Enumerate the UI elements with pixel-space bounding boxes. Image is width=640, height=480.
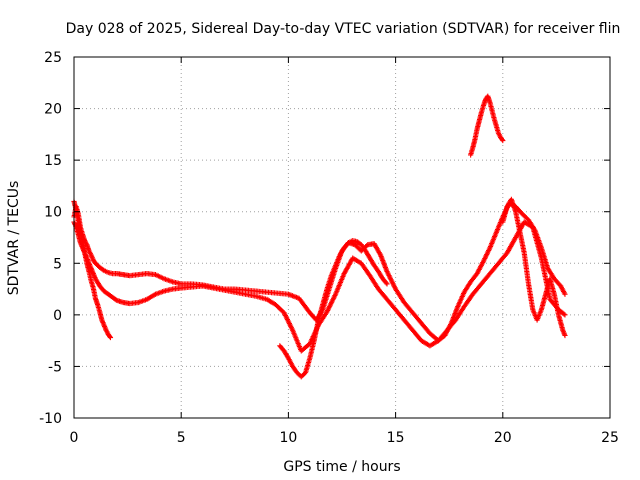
y-tick-label: 10 — [44, 205, 62, 221]
x-tick-label: 15 — [387, 430, 405, 446]
chart-title: Day 028 of 2025, Sidereal Day-to-day VTE… — [66, 21, 621, 37]
y-tick-label: 20 — [44, 102, 62, 118]
x-tick-label: 0 — [70, 430, 79, 446]
data-point — [107, 334, 114, 341]
x-tick-label: 5 — [177, 430, 186, 446]
y-tick-label: 0 — [53, 308, 62, 324]
series-trace-e — [468, 93, 506, 158]
y-tick-label: 5 — [53, 256, 62, 272]
y-tick-label: 25 — [44, 50, 62, 66]
y-axis-label: SDTVAR / TECUs — [6, 181, 22, 296]
data-point — [562, 332, 568, 339]
series-trace-f — [500, 196, 568, 339]
data-point — [499, 136, 505, 143]
x-tick-label: 25 — [601, 430, 619, 446]
y-axis-ticks: -10 -5 0 5 10 15 20 25 — [39, 50, 610, 427]
x-tick-label: 20 — [494, 430, 512, 446]
grid — [74, 57, 610, 418]
data-points — [71, 93, 568, 380]
series-trace-b — [71, 219, 568, 354]
data-point — [383, 280, 389, 286]
series-trace-d — [277, 237, 390, 380]
plot-frame — [73, 56, 611, 419]
x-tick-label: 10 — [279, 430, 297, 446]
y-tick-label: 15 — [44, 153, 62, 169]
x-axis-label: GPS time / hours — [283, 459, 400, 475]
data-point — [562, 312, 568, 318]
data-point — [384, 281, 390, 287]
data-point — [500, 137, 506, 144]
y-tick-label: -5 — [48, 359, 62, 375]
x-axis-ticks: 0 5 10 15 20 25 — [70, 57, 619, 446]
data-point — [561, 311, 567, 317]
series-trace-c — [71, 198, 114, 341]
y-tick-label: -10 — [39, 411, 62, 427]
data-point — [562, 291, 568, 297]
data-point — [107, 333, 113, 340]
